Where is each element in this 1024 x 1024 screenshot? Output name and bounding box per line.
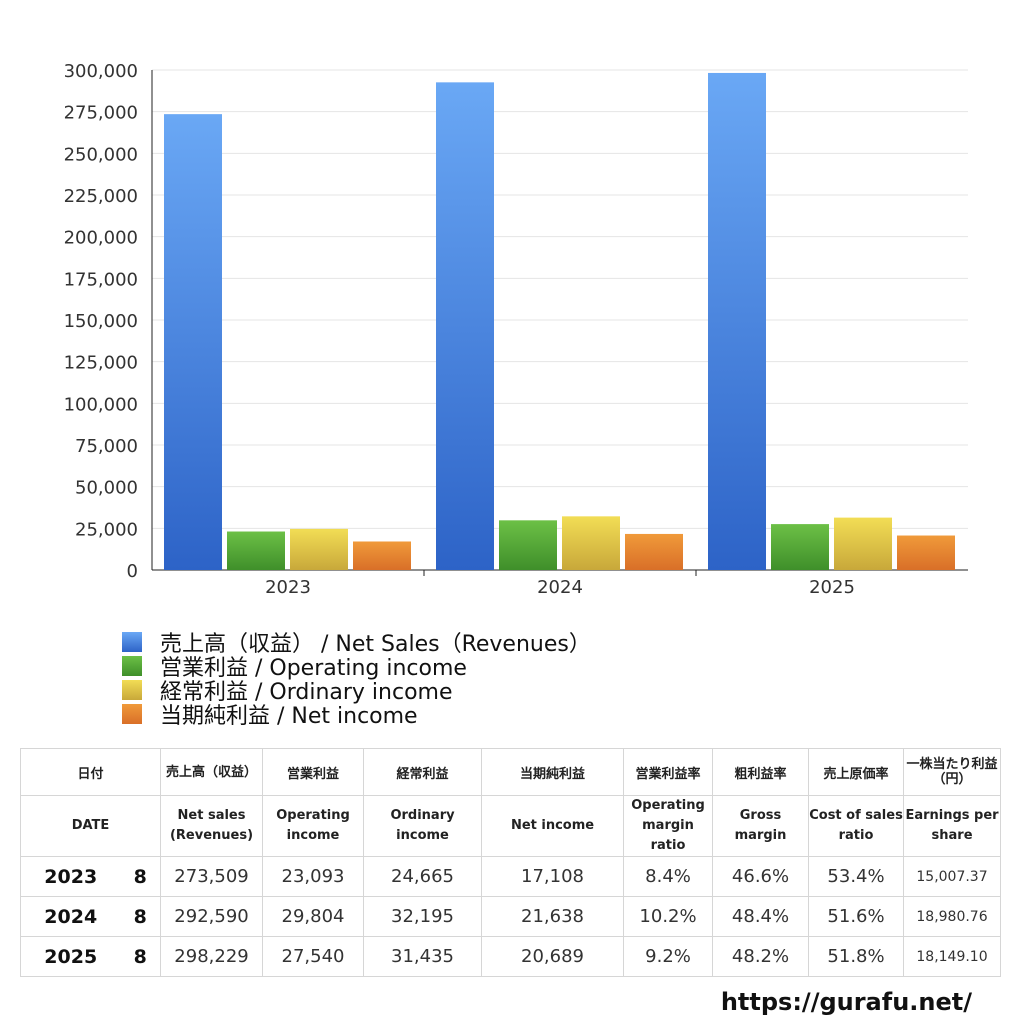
- header-date-jp: 日付: [19, 748, 162, 796]
- header-net-sales-en: Net sales (Revenues): [160, 795, 264, 857]
- cell-month: 8: [120, 856, 162, 897]
- y-tick-label: 100,000: [64, 394, 138, 415]
- table-header-row-en: DATE Net sales (Revenues) Operating inco…: [19, 795, 1002, 857]
- cell-eps: 15,007.37: [903, 856, 1002, 897]
- y-tick-label: 125,000: [64, 353, 138, 374]
- bar-operating-income-2023: [227, 531, 285, 570]
- header-net-sales-jp: 売上高（収益）: [160, 748, 264, 796]
- table-row: 2024 8 292,590 29,804 32,195 21,638 10.2…: [20, 896, 1002, 937]
- y-tick-label: 300,000: [64, 61, 138, 82]
- cell-net-sales: 273,509: [160, 856, 264, 897]
- cell-cost-ratio: 51.8%: [808, 936, 905, 977]
- y-tick-label: 250,000: [64, 144, 138, 165]
- y-tick-label: 275,000: [64, 103, 138, 124]
- legend-label-ordinary-income: 経常利益 / Ordinary income: [160, 680, 453, 705]
- legend-item-net-income: 当期純利益 / Net income: [122, 702, 591, 729]
- table-header-row-jp: 日付 売上高（収益） 営業利益 経常利益 当期純利益 営業利益率 粗利益率 売上…: [19, 748, 1002, 796]
- cell-operating-margin: 9.2%: [623, 936, 714, 977]
- header-date-en: DATE: [19, 795, 162, 857]
- cell-year: 2024: [20, 896, 121, 937]
- cell-operating-margin: 10.2%: [623, 896, 714, 937]
- header-net-income-en: Net income: [481, 795, 625, 857]
- legend-item-net-sales: 売上高（収益） / Net Sales（Revenues）: [122, 630, 591, 657]
- bar-net-sales-revenues-2023: [164, 114, 222, 570]
- cell-ordinary-income: 32,195: [363, 896, 483, 937]
- header-eps-jp: 一株当たり利益（円）: [903, 748, 1002, 796]
- cell-net-sales: 292,590: [160, 896, 264, 937]
- header-net-income-jp: 当期純利益: [481, 748, 625, 796]
- header-gross-margin-en: Gross margin: [712, 795, 810, 857]
- bar-ordinary-income-2024: [562, 516, 620, 570]
- header-operating-income-jp: 営業利益: [262, 748, 365, 796]
- header-cost-ratio-en: Cost of sales ratio: [808, 795, 905, 857]
- table-row: 2023 8 273,509 23,093 24,665 17,108 8.4%…: [20, 856, 1002, 897]
- bar-ordinary-income-2023: [290, 528, 348, 570]
- legend-swatch-net-income: [122, 704, 142, 724]
- legend-swatch-operating-income: [122, 656, 142, 676]
- site-url[interactable]: https://gurafu.net/: [720, 988, 972, 1016]
- cell-net-income: 21,638: [481, 896, 625, 937]
- cell-eps: 18,980.76: [903, 896, 1002, 937]
- cell-net-income: 20,689: [481, 936, 625, 977]
- cell-net-income: 17,108: [481, 856, 625, 897]
- x-tick-label: 2023: [265, 577, 311, 598]
- header-ordinary-income-en: Ordinary income: [363, 795, 483, 857]
- cell-operating-income: 23,093: [262, 856, 365, 897]
- cell-year: 2023: [20, 856, 121, 897]
- legend-label-net-sales: 売上高（収益） / Net Sales（Revenues）: [160, 632, 591, 657]
- y-tick-label: 150,000: [64, 311, 138, 332]
- cell-month: 8: [120, 896, 162, 937]
- header-ordinary-income-jp: 経常利益: [363, 748, 483, 796]
- y-tick-label: 75,000: [75, 436, 138, 457]
- bar-chart: 0 25,000 50,000 75,000 100,000 125,000 150,000…: [64, 61, 968, 598]
- header-cost-ratio-jp: 売上原価率: [808, 748, 905, 796]
- bar-net-sales-revenues-2025: [708, 72, 766, 571]
- cell-year: 2025: [20, 936, 121, 977]
- cell-gross-margin: 48.4%: [712, 896, 810, 937]
- legend-swatch-ordinary-income: [122, 680, 142, 700]
- cell-cost-ratio: 51.6%: [808, 896, 905, 937]
- cell-eps: 18,149.10: [903, 936, 1002, 977]
- bar-net-sales-revenues-2024: [436, 82, 494, 570]
- y-tick-label: 50,000: [75, 478, 138, 499]
- y-tick-label: 0: [127, 561, 138, 582]
- financial-table: 日付 売上高（収益） 営業利益 経常利益 当期純利益 営業利益率 粗利益率 売上…: [19, 748, 1002, 977]
- bar-operating-income-2025: [771, 524, 829, 570]
- header-eps-en: Earnings per share: [903, 795, 1002, 857]
- cell-ordinary-income: 31,435: [363, 936, 483, 977]
- header-gross-margin-jp: 粗利益率: [712, 748, 810, 796]
- cell-operating-income: 29,804: [262, 896, 365, 937]
- bar-ordinary-income-2025: [834, 517, 892, 570]
- legend-item-ordinary-income: 経常利益 / Ordinary income: [122, 678, 591, 705]
- y-tick-label: 200,000: [64, 228, 138, 249]
- y-tick-label: 225,000: [64, 186, 138, 207]
- cell-net-sales: 298,229: [160, 936, 264, 977]
- cell-gross-margin: 48.2%: [712, 936, 810, 977]
- header-operating-margin-jp: 営業利益率: [623, 748, 714, 796]
- y-tick-label: 25,000: [75, 519, 138, 540]
- cell-gross-margin: 46.6%: [712, 856, 810, 897]
- bar-net-income-2024: [625, 533, 683, 570]
- cell-month: 8: [120, 936, 162, 977]
- header-operating-margin-en: Operating margin ratio: [623, 795, 714, 857]
- legend-item-operating-income: 営業利益 / Operating income: [122, 654, 591, 681]
- header-operating-income-en: Operating income: [262, 795, 365, 857]
- legend-label-net-income: 当期純利益 / Net income: [160, 704, 418, 729]
- bar-operating-income-2024: [499, 520, 557, 570]
- bar-net-income-2025: [897, 535, 955, 570]
- cell-operating-income: 27,540: [262, 936, 365, 977]
- x-tick-label: 2024: [537, 577, 583, 598]
- cell-cost-ratio: 53.4%: [808, 856, 905, 897]
- cell-operating-margin: 8.4%: [623, 856, 714, 897]
- chart-legend: 売上高（収益） / Net Sales（Revenues） 営業利益 / Ope…: [122, 630, 591, 729]
- cell-ordinary-income: 24,665: [363, 856, 483, 897]
- bar-net-income-2023: [353, 541, 411, 570]
- legend-label-operating-income: 営業利益 / Operating income: [160, 656, 467, 681]
- legend-swatch-net-sales: [122, 632, 142, 652]
- x-tick-label: 2025: [809, 577, 855, 598]
- y-tick-label: 175,000: [64, 269, 138, 290]
- table-row: 2025 8 298,229 27,540 31,435 20,689 9.2%…: [20, 936, 1002, 977]
